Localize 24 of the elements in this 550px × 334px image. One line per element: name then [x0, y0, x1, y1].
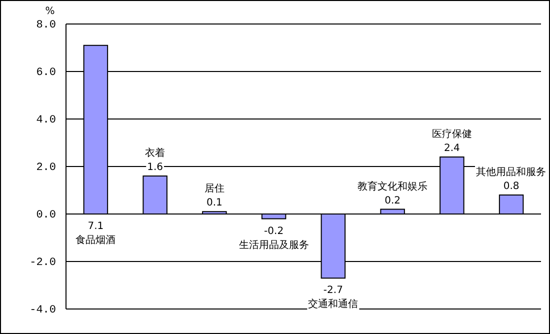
data-label: 0.8 [503, 181, 520, 192]
y-tick-label: -4.0 [30, 304, 56, 317]
y-tick-label: 0.0 [36, 210, 56, 222]
data-label: 7.1 [88, 221, 104, 232]
y-tick-label: 6.0 [36, 67, 56, 80]
data-label: 0.2 [384, 195, 401, 206]
y-tick-label: -2.0 [30, 257, 56, 270]
x-tick-label: 交通和通信 [308, 298, 358, 310]
x-tick-label: 居住 [204, 184, 224, 195]
y-axis-title: % [45, 6, 55, 17]
data-label: 2.4 [444, 143, 460, 154]
data-label: -0.2 [264, 226, 284, 237]
data-label: -2.7 [323, 285, 343, 296]
x-tick-label: 生活用品及服务 [238, 238, 309, 251]
y-tick-label: 2.0 [36, 162, 56, 174]
data-label: 1.6 [147, 162, 164, 173]
x-tick-label: 衣着 [145, 147, 166, 159]
y-tick-label: 8.0 [36, 20, 56, 32]
y-tick-label: 4.0 [36, 114, 56, 127]
x-tick-label: 其他用品和服务 [476, 166, 546, 178]
data-label: 0.1 [206, 198, 222, 209]
x-tick-label: 教育文化和娱乐 [358, 180, 428, 192]
x-tick-label: 医疗保健 [432, 128, 472, 140]
x-tick-label: 食品烟酒 [76, 234, 116, 246]
